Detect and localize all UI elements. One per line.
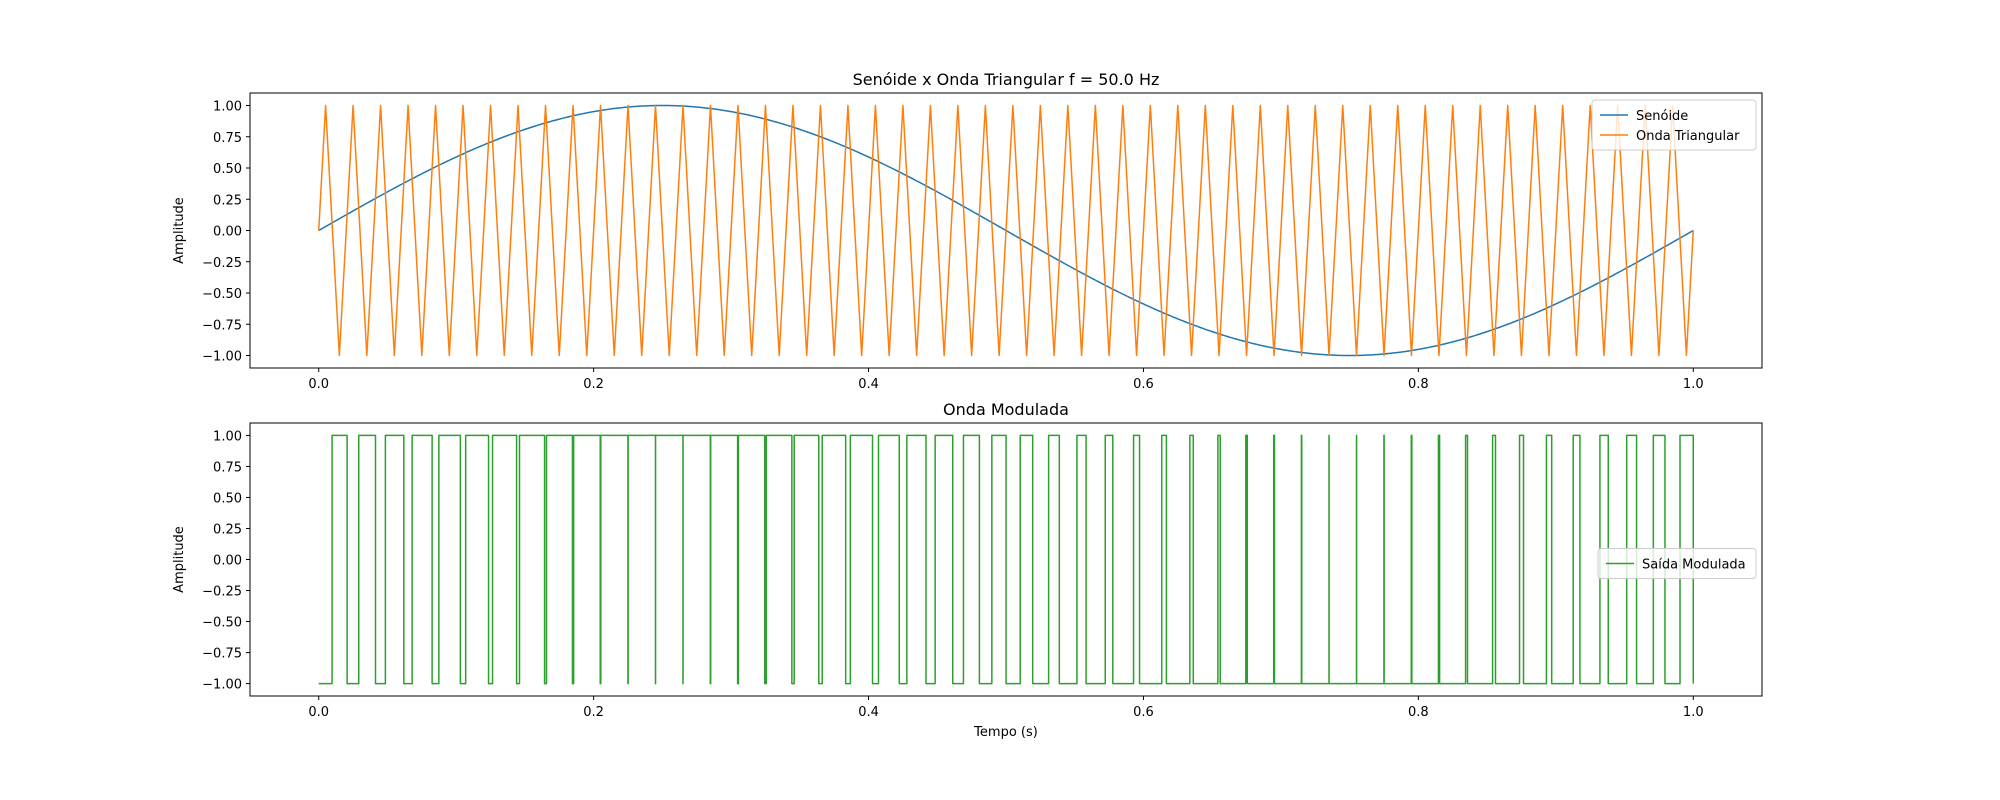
bottom-chart-title: Onda Modulada: [943, 400, 1069, 419]
x-tick-label: 1.0: [1683, 705, 1704, 720]
bottom-legend-box: [1597, 548, 1757, 579]
y-tick-label: −0.50: [202, 616, 242, 631]
top-x-ticks: 0.0 0.2 0.4 0.6 0.8 1.0: [308, 368, 1704, 392]
legend-label-senoide: Senóide: [1636, 109, 1688, 124]
x-tick-label: 0.4: [858, 705, 879, 720]
y-tick-label: −1.00: [202, 350, 242, 365]
top-legend-box: [1591, 99, 1757, 151]
bottom-x-axis-label: Tempo (s): [973, 725, 1038, 740]
top-series-lines: [317, 104, 1695, 357]
top-subplot: Senóide x Onda Triangular f = 50.0 Hz Am…: [172, 70, 1763, 392]
y-tick-label: 0.25: [213, 193, 242, 208]
bottom-y-axis-label: Amplitude: [172, 526, 187, 593]
x-tick-label: 0.6: [1133, 705, 1154, 720]
y-tick-label: −0.75: [202, 318, 242, 333]
y-tick-label: 0.25: [213, 522, 242, 537]
series-line-sa-da-modulada: [318, 434, 1695, 685]
x-tick-label: 0.8: [1408, 705, 1429, 720]
x-tick-label: 0.0: [308, 705, 329, 720]
x-tick-label: 1.0: [1683, 377, 1704, 392]
x-tick-label: 0.8: [1408, 377, 1429, 392]
y-tick-label: 0.75: [213, 131, 242, 146]
top-chart-title: Senóide x Onda Triangular f = 50.0 Hz: [853, 70, 1160, 89]
bottom-x-ticks: 0.0 0.2 0.4 0.6 0.8 1.0: [308, 696, 1704, 720]
y-tick-label: −1.00: [202, 678, 242, 693]
bottom-series-lines: [318, 434, 1695, 685]
bottom-legend: Saída Modulada: [1597, 548, 1757, 579]
y-tick-label: 0.50: [213, 491, 242, 506]
top-legend: Senóide Onda Triangular: [1591, 99, 1757, 151]
bottom-subplot: Onda Modulada Amplitude Tempo (s) 1.00 0.…: [172, 400, 1763, 740]
x-tick-label: 0.2: [583, 705, 604, 720]
bottom-y-ticks: 1.00 0.75 0.50 0.25 0.00 −0.25 −0.50 −0.75 −1.00: [202, 429, 250, 693]
top-axes-frame: [249, 92, 1763, 369]
legend-label-onda-triangular: Onda Triangular: [1636, 129, 1740, 144]
x-tick-label: 0.2: [583, 377, 604, 392]
y-tick-label: 0.00: [213, 554, 242, 569]
y-tick-label: 1.00: [213, 429, 242, 444]
y-tick-label: −0.25: [202, 256, 242, 271]
x-tick-label: 0.4: [858, 377, 879, 392]
y-tick-label: 0.00: [213, 225, 242, 240]
y-tick-label: −0.75: [202, 647, 242, 662]
y-tick-label: −0.50: [202, 287, 242, 302]
y-tick-label: 0.50: [213, 162, 242, 177]
x-tick-label: 0.6: [1133, 377, 1154, 392]
bottom-axes-frame: [249, 422, 1763, 697]
x-tick-label: 0.0: [308, 377, 329, 392]
top-y-ticks: 1.00 0.75 0.50 0.25 0.00 −0.25 −0.50 −0.75 −1.00: [202, 100, 250, 365]
series-line-onda-triangular: [317, 104, 1695, 357]
y-tick-label: −0.25: [202, 585, 242, 600]
y-tick-label: 1.00: [213, 100, 242, 115]
legend-label-saida-modulada: Saída Modulada: [1642, 558, 1746, 573]
y-tick-label: 0.75: [213, 460, 242, 475]
top-y-axis-label: Amplitude: [172, 197, 187, 264]
